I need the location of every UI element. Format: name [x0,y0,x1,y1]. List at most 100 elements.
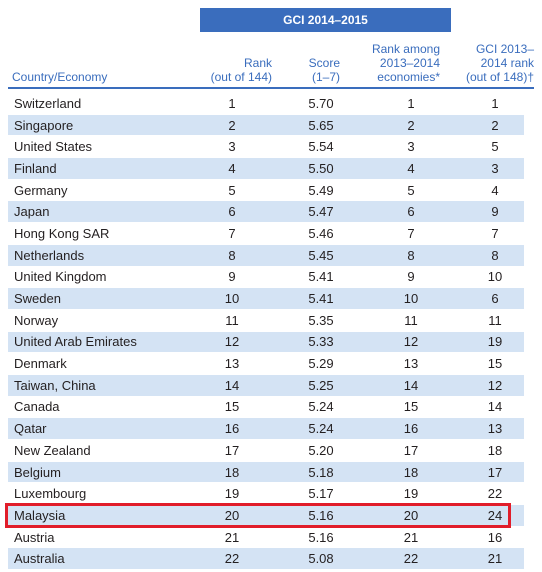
country-cell: Australia [14,551,65,567]
table-row: Belgium 18 5.18 18 17 [8,461,524,484]
prev-header-line1: GCI 2013– [475,42,534,56]
table-row: Canada 15 5.24 15 14 [8,397,524,419]
rank-cell: 9 [228,269,236,285]
score-cell: 5.20 [308,442,334,458]
rank-among-cell: 8 [407,247,415,263]
rank-cell: 20 [224,507,240,523]
score-cell: 5.47 [308,204,334,220]
rank-among-cell: 21 [403,529,419,545]
country-cell: United Kingdom [14,269,107,285]
country-cell: Sweden [14,291,61,307]
rank-among-cell: 12 [403,334,419,350]
score-cell: 5.35 [308,312,334,328]
country-cell: Norway [14,312,59,328]
score-cell: 5.17 [308,486,334,502]
previous-rank-cell: 22 [487,486,503,502]
previous-rank-cell: 17 [487,464,503,480]
country-cell: Austria [14,529,55,545]
table-row: Hong Kong SAR 7 5.46 7 7 [8,223,524,245]
rank-cell: 7 [228,225,236,241]
score-cell: 5.70 [308,95,334,111]
score-cell: 5.24 [308,421,334,437]
score-cell: 5.33 [308,334,334,350]
country-cell: Belgium [14,464,61,480]
table-row: Switzerland 1 5.70 1 1 [8,93,524,115]
previous-rank-cell: 8 [491,247,499,263]
rank-cell: 11 [225,312,239,328]
previous-rank-cell: 4 [491,182,499,198]
country-cell: Germany [14,182,68,198]
previous-rank-cell: 13 [487,421,503,437]
score-cell: 5.65 [308,117,334,133]
rank-among-cell: 3 [407,139,415,155]
table-row: Singapore 2 5.65 2 2 [8,114,524,137]
rank-cell: 10 [224,291,240,307]
score-cell: 5.54 [308,139,334,155]
score-cell: 5.50 [308,160,334,176]
table-row: United Arab Emirates 12 5.33 12 19 [8,331,524,354]
country-cell: Canada [14,399,60,415]
previous-rank-cell: 21 [487,551,503,567]
rank-cell: 6 [228,204,236,220]
score-header-line1: Score [308,56,340,70]
score-cell: 5.24 [308,399,334,415]
table-row: Australia 22 5.08 22 21 [8,548,524,571]
previous-rank-cell: 1 [491,95,499,111]
rank-among-cell: 6 [407,204,415,220]
column-header-rank: Rank (out of 144) [200,56,272,84]
rank-cell: 18 [224,464,240,480]
score-cell: 5.46 [308,225,334,241]
table-row: Taiwan, China 14 5.25 14 12 [8,374,524,397]
rank-among-cell: 10 [403,291,419,307]
column-header-score: Score (1–7) [280,56,340,84]
score-cell: 5.16 [308,529,334,545]
prev-header-line3: (out of 148)† [465,70,534,84]
rank-among-cell: 1 [407,95,415,111]
rank-cell: 13 [224,356,240,372]
country-cell: Japan [14,204,50,220]
score-cell: 5.41 [308,291,334,307]
rank-among-cell: 11 [404,312,418,328]
rank-among-cell: 13 [403,356,419,372]
country-cell: Switzerland [14,95,82,111]
rank-among-cell: 9 [407,269,415,285]
rank-among-cell: 5 [407,182,415,198]
country-cell: New Zealand [14,442,91,458]
table-row: Luxembourg 19 5.17 19 22 [8,483,524,506]
country-cell: Luxembourg [14,486,87,502]
rank-among-cell: 17 [403,442,419,458]
rank-among-cell: 20 [403,507,419,523]
country-cell: Taiwan, China [14,377,96,393]
table-row: Finland 4 5.50 4 3 [8,158,524,180]
country-cell: Denmark [14,356,67,372]
rank-header-line2: (out of 144) [210,70,272,84]
rank-cell: 2 [228,117,236,133]
score-cell: 5.29 [308,356,334,372]
country-cell: Finland [14,160,57,176]
rank-cell: 1 [228,95,236,111]
country-cell: United States [14,139,93,155]
previous-rank-cell: 24 [487,507,503,523]
score-cell: 5.08 [308,551,334,567]
score-cell: 5.49 [308,182,334,198]
rank-cell: 14 [224,377,240,393]
previous-rank-cell: 3 [491,160,499,176]
rank-cell: 15 [224,399,240,415]
previous-rank-cell: 15 [487,356,503,372]
rank-cell: 16 [224,421,240,437]
score-cell: 5.41 [308,269,334,285]
rank-header-line1: Rank [243,56,272,70]
among-header-line1: Rank among [371,42,440,56]
column-header-previous-rank: GCI 2013– 2014 rank (out of 148)† [450,42,534,84]
among-header-line2: 2013–2014 [379,56,440,70]
previous-rank-cell: 7 [491,225,499,241]
rank-among-cell: 22 [403,551,419,567]
rank-among-cell: 18 [403,464,419,480]
table-row: Norway 11 5.35 11 11 [8,310,524,332]
rank-among-cell: 7 [407,225,415,241]
rank-among-cell: 16 [403,421,419,437]
table-row: Japan 6 5.47 6 9 [8,201,524,224]
rank-among-cell: 14 [403,377,419,393]
prev-header-line2: 2014 rank [480,56,534,70]
table-row: Austria 21 5.16 21 16 [8,527,524,549]
